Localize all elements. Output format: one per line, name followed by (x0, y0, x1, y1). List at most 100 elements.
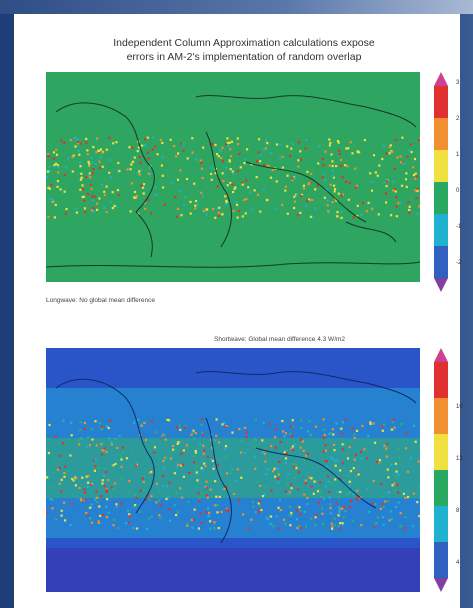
field-speckle (128, 146, 131, 149)
field-speckle (103, 447, 106, 450)
field-speckle (96, 501, 99, 504)
field-speckle (263, 452, 266, 455)
field-speckle (210, 172, 213, 176)
field-speckle (174, 196, 177, 199)
field-speckle (179, 169, 182, 172)
field-speckle (399, 201, 402, 204)
field-speckle (143, 475, 146, 478)
field-speckle (217, 527, 220, 530)
field-speckle (216, 185, 219, 188)
field-speckle (50, 183, 53, 186)
field-speckle (373, 441, 377, 444)
field-speckle (334, 464, 337, 467)
field-speckle (415, 196, 418, 200)
field-speckle (333, 443, 336, 446)
field-speckle (189, 200, 192, 203)
field-speckle (338, 511, 341, 514)
field-speckle (326, 199, 329, 203)
field-speckle (238, 209, 241, 212)
field-speckle (257, 151, 261, 154)
field-speckle (223, 487, 226, 490)
field-speckle (165, 497, 168, 501)
field-speckle (287, 472, 290, 475)
field-speckle (201, 176, 204, 179)
field-speckle (100, 425, 103, 428)
field-speckle (245, 179, 248, 182)
field-speckle (413, 157, 417, 161)
field-speckle (351, 152, 354, 155)
field-speckle (80, 172, 83, 175)
field-speckle (371, 502, 374, 505)
field-speckle (239, 166, 242, 169)
field-speckle (132, 505, 135, 508)
field-speckle (345, 147, 348, 150)
field-speckle (105, 148, 108, 151)
field-speckle (290, 447, 293, 450)
field-speckle (51, 498, 54, 501)
field-speckle (253, 455, 257, 458)
field-speckle (203, 210, 206, 213)
field-speckle (312, 492, 315, 495)
field-speckle (251, 208, 254, 211)
field-speckle (101, 513, 104, 517)
field-speckle (208, 511, 211, 515)
field-speckle (333, 449, 336, 452)
field-speckle (269, 523, 272, 526)
field-speckle (324, 444, 327, 447)
field-speckle (161, 156, 164, 159)
field-speckle (264, 147, 268, 150)
field-speckle (341, 176, 344, 179)
field-speckle (107, 479, 110, 482)
field-speckle (322, 523, 325, 526)
field-speckle (91, 195, 94, 198)
field-speckle (231, 431, 234, 434)
field-speckle (98, 149, 101, 152)
field-speckle (302, 187, 306, 190)
field-speckle (92, 206, 95, 210)
field-speckle (133, 196, 136, 199)
field-speckle (271, 169, 274, 172)
field-speckle (404, 431, 407, 434)
field-speckle (95, 444, 98, 447)
field-speckle (110, 443, 113, 446)
field-speckle (226, 141, 229, 145)
field-speckle (355, 184, 358, 187)
field-speckle (331, 160, 334, 163)
field-speckle (71, 477, 74, 481)
field-speckle (181, 463, 184, 466)
field-speckle (337, 149, 341, 152)
field-speckle (262, 421, 265, 424)
field-speckle (108, 136, 111, 139)
field-speckle (188, 471, 191, 474)
field-speckle (139, 169, 142, 172)
field-speckle (48, 187, 51, 190)
field-speckle (278, 498, 281, 501)
field-speckle (392, 189, 395, 192)
field-speckle (417, 460, 420, 463)
field-speckle (146, 136, 149, 139)
field-speckle (83, 422, 86, 425)
field-speckle (291, 445, 294, 448)
field-speckle (330, 456, 333, 459)
colorbar-segment (434, 398, 448, 435)
field-speckle (361, 424, 364, 428)
field-speckle (103, 193, 106, 196)
field-speckle (376, 516, 379, 519)
field-speckle (120, 502, 123, 505)
field-speckle (369, 422, 372, 425)
field-speckle (340, 164, 343, 167)
field-speckle (90, 521, 94, 524)
field-speckle (318, 481, 322, 484)
field-speckle (284, 522, 287, 525)
field-speckle (406, 495, 410, 499)
field-speckle (182, 475, 185, 478)
field-speckle (228, 159, 231, 162)
field-speckle (127, 491, 130, 494)
field-speckle (341, 462, 344, 465)
field-speckle (352, 216, 355, 219)
field-speckle (75, 207, 78, 210)
field-speckle (180, 142, 183, 145)
field-speckle (202, 208, 205, 212)
field-speckle (317, 501, 320, 504)
field-speckle (331, 457, 334, 460)
